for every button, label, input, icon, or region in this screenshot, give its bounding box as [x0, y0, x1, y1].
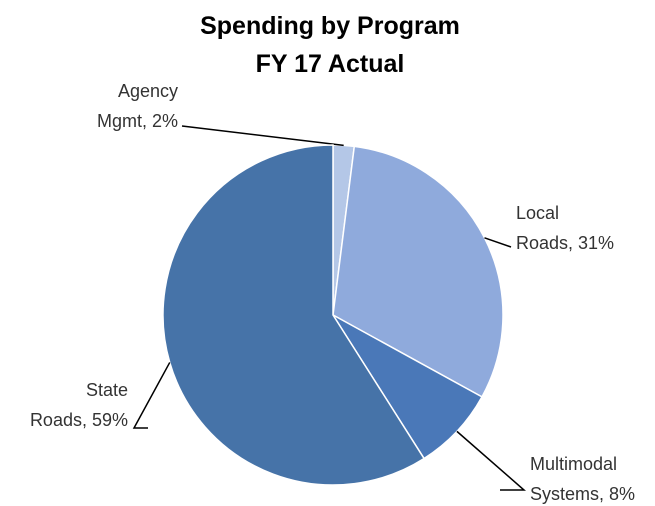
chart-title: FY 17 Actual [256, 50, 405, 78]
pie-slice [162, 144, 426, 486]
data-label: Multimodal Systems, 8% [530, 454, 635, 504]
chart-title: Spending by Program [200, 12, 460, 40]
leader-line [484, 237, 512, 248]
leader-line [181, 125, 344, 147]
leader-line [132, 362, 171, 429]
data-label: Agency Mgmt, 2% [97, 81, 178, 131]
pie-slice [332, 145, 504, 398]
data-label: State Roads, 59% [30, 380, 128, 430]
data-label: Local Roads, 31% [516, 203, 614, 253]
leader-line [456, 430, 526, 491]
